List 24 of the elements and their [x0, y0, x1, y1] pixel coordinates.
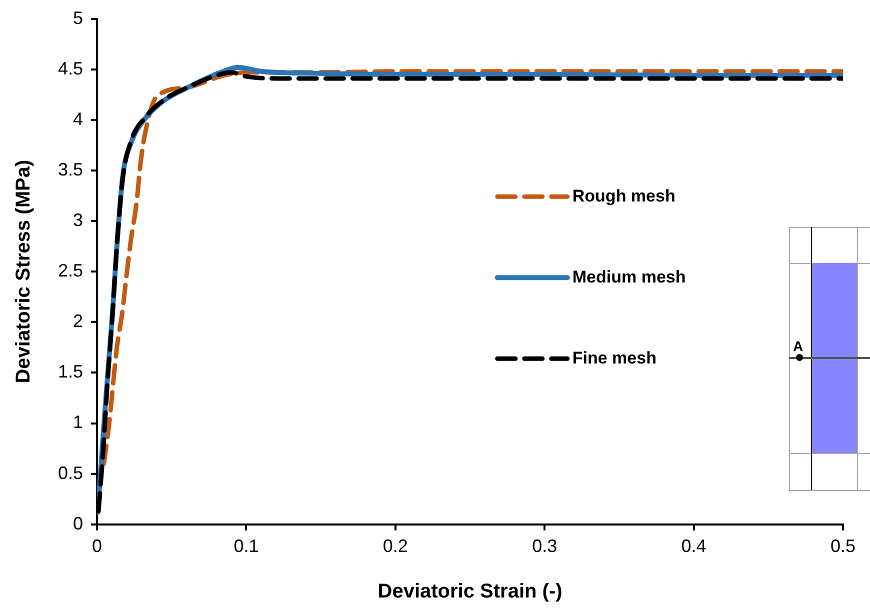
y-tick-label: 3	[73, 210, 84, 230]
x-tick-label: 0.2	[382, 536, 408, 556]
annotation: A	[793, 338, 804, 354]
y-axis-title: Deviatoric Stress (MPa)	[12, 160, 35, 384]
y-tick-label: 1	[73, 412, 84, 432]
y-tick-label: 1.5	[58, 362, 84, 382]
x-tick-label: 0.4	[681, 536, 706, 556]
x-axis-title: Deviatoric Strain (-)	[378, 580, 562, 603]
y-tick-label: 0	[73, 513, 84, 534]
y-tick-label: 3.5	[58, 159, 84, 180]
x-tick-label: 0	[92, 536, 102, 556]
legend-label: Rough mesh	[572, 186, 676, 206]
y-tick-label: 2	[73, 311, 84, 332]
legend-label: Fine mesh	[572, 348, 656, 368]
x-tick-label: 0.3	[532, 536, 558, 556]
x-tick-label: 0.5	[830, 536, 856, 556]
mesh-diagram: A	[789, 227, 870, 490]
y-tick-label: 4.5	[58, 58, 84, 78]
legend-label: Medium mesh	[572, 267, 686, 286]
y-tick-label: 4	[73, 108, 84, 129]
y-tick-label: 5	[73, 8, 84, 28]
y-tick-label: 2.5	[58, 260, 84, 281]
y-tick-label: 0.5	[58, 462, 84, 483]
x-tick-label: 0.1	[234, 536, 259, 556]
